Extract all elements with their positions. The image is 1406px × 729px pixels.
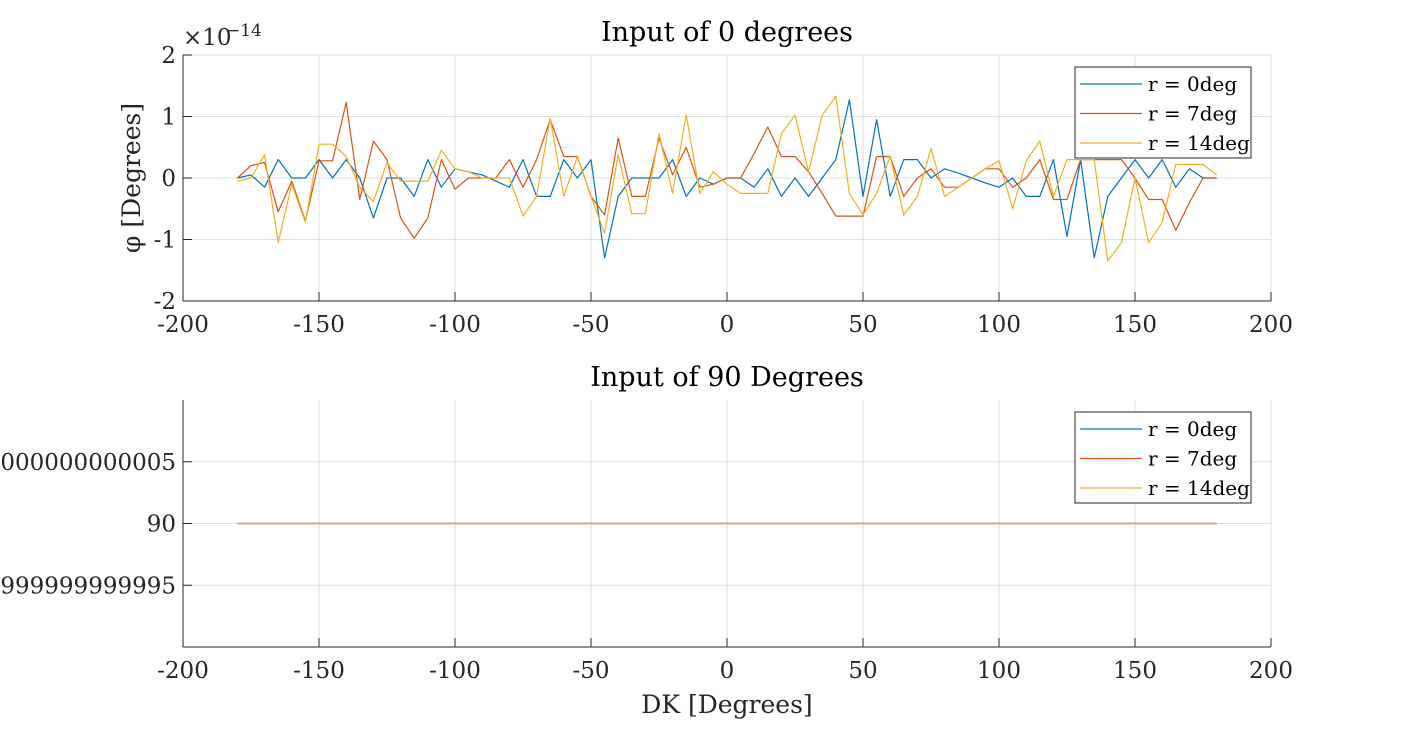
x-tick-label: 50 xyxy=(848,312,877,338)
x-tick-label: 200 xyxy=(1249,312,1293,338)
x-tick-label: 0 xyxy=(720,312,735,338)
y-tick-label: 90 xyxy=(147,512,176,538)
top-scale-base: ×10 xyxy=(183,25,232,51)
y-tick-label: 1 xyxy=(161,105,176,131)
x-tick-label: -150 xyxy=(293,312,345,338)
top-scale-factor: ×10 −14 xyxy=(183,21,262,51)
bottom-y-tick-labels: 90.000000000005 90 89.999999999995 xyxy=(0,450,176,600)
x-tick-label: -200 xyxy=(157,312,209,338)
y-tick-label: -1 xyxy=(154,228,176,254)
x-tick-label: -150 xyxy=(293,658,345,684)
top-scale-exponent: −14 xyxy=(226,21,262,41)
bottom-chart: -200 -150 -100 -50 0 50 100 150 200 90.000000000… xyxy=(0,362,1293,719)
x-tick-label: 50 xyxy=(848,658,877,684)
y-tick-label: 90.000000000005 xyxy=(0,450,176,476)
bottom-x-axis-label: DK [Degrees] xyxy=(641,690,812,719)
legend-entry-label: r = 7deg xyxy=(1148,447,1237,471)
y-tick-label: 2 xyxy=(161,43,176,69)
y-tick-label: 89.999999999995 xyxy=(0,573,176,599)
x-tick-label: 100 xyxy=(977,658,1021,684)
legend-entry-label: r = 0deg xyxy=(1148,72,1237,96)
top-axes xyxy=(182,54,1272,302)
x-tick-label: 150 xyxy=(1113,658,1157,684)
series-line-r-7deg xyxy=(236,101,1217,239)
x-tick-label: 200 xyxy=(1249,658,1293,684)
top-legend[interactable]: r = 0deg r = 7deg r = 14deg xyxy=(1074,66,1252,159)
top-series-lines xyxy=(236,95,1217,262)
x-tick-label: -50 xyxy=(572,658,609,684)
bottom-x-tick-labels: -200 -150 -100 -50 0 50 100 150 200 xyxy=(157,658,1293,684)
legend-entry-label: r = 14deg xyxy=(1148,131,1250,155)
x-tick-label: -100 xyxy=(429,658,481,684)
top-y-axis-label: φ [Degrees] xyxy=(117,103,146,253)
x-tick-label: 150 xyxy=(1113,312,1157,338)
x-tick-label: 100 xyxy=(977,312,1021,338)
top-x-tick-labels: -200 -150 -100 -50 0 50 100 150 200 xyxy=(157,312,1293,338)
x-tick-label: -100 xyxy=(429,312,481,338)
series-line-r-14deg xyxy=(237,95,1217,262)
legend-entry-label: r = 0deg xyxy=(1148,417,1237,441)
top-chart-title: Input of 0 degrees xyxy=(601,17,853,48)
legend-entry-label: r = 7deg xyxy=(1148,102,1237,126)
top-y-tick-labels: -2 -1 0 1 2 xyxy=(154,43,176,315)
x-tick-label: -50 xyxy=(572,312,609,338)
y-tick-label: 0 xyxy=(161,166,176,192)
x-tick-label: -200 xyxy=(157,658,209,684)
bottom-legend[interactable]: r = 0deg r = 7deg r = 14deg xyxy=(1074,411,1252,504)
y-tick-label: -2 xyxy=(154,289,176,315)
bottom-chart-title: Input of 90 Degrees xyxy=(590,362,864,393)
top-chart: -200 -150 -100 -50 0 50 100 150 200 -2 -1 0 1 2 Inpu… xyxy=(117,17,1293,338)
bottom-axes xyxy=(182,400,1272,648)
x-tick-label: 0 xyxy=(720,658,735,684)
legend-entry-label: r = 14deg xyxy=(1148,476,1250,500)
